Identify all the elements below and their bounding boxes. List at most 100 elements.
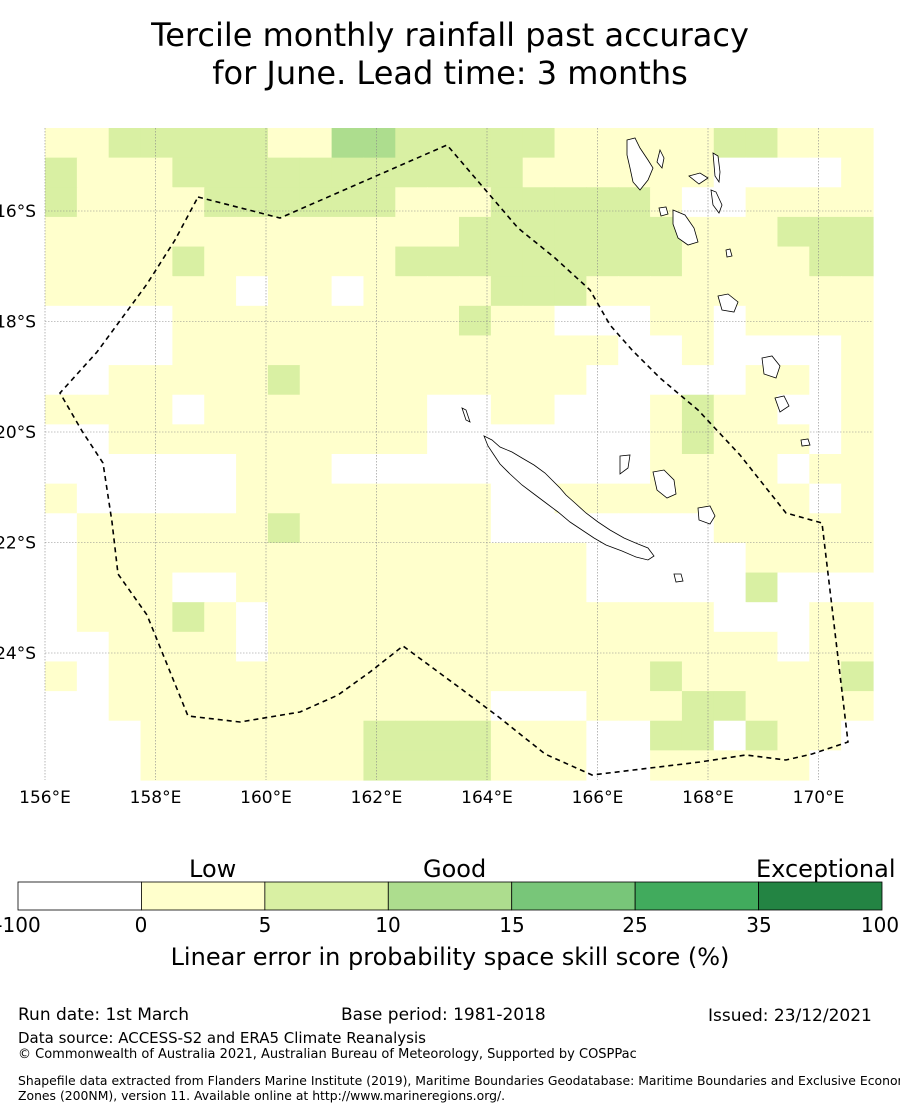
grid-cell (331, 276, 365, 307)
grid-cell (204, 276, 237, 307)
grid-cell (586, 335, 619, 366)
colorbar-swatch (264, 881, 389, 911)
grid-cell (236, 276, 269, 307)
grid-cell (172, 661, 205, 692)
grid-cell (681, 128, 715, 159)
grid-cell (777, 216, 810, 248)
grid-cell (108, 572, 142, 603)
grid-cell (459, 187, 492, 218)
grid-cell (172, 542, 205, 574)
grid-cell (681, 365, 715, 396)
grid-cell (841, 750, 874, 781)
colorbar-swatch (141, 881, 266, 911)
grid-cell (427, 335, 460, 366)
grid-cell (395, 631, 428, 663)
grid-cell (76, 572, 110, 603)
grid-cell (554, 216, 587, 248)
grid-cell (586, 157, 619, 188)
grid-cell (76, 276, 110, 307)
grid-cell (395, 513, 428, 544)
grid-cell (427, 483, 460, 514)
grid-cell (140, 483, 173, 514)
grid-cell (427, 720, 460, 751)
grid-cell (459, 542, 492, 574)
grid-cell (267, 542, 301, 574)
grid-cell (331, 187, 365, 218)
grid-cell (522, 187, 556, 218)
grid-cell (363, 691, 396, 722)
grid-cell (650, 720, 683, 751)
grid-cell (108, 602, 142, 633)
grid-cell (841, 424, 874, 455)
grid-cell (427, 246, 460, 277)
grid-cell (299, 187, 333, 218)
grid-cell (172, 365, 205, 396)
run-date: Run date: 1st March (18, 1005, 190, 1025)
grid-cell (236, 631, 269, 663)
grid-cell (841, 394, 874, 425)
grid-cell (363, 542, 396, 574)
grid-cell (204, 187, 237, 218)
grid-cell (427, 454, 460, 485)
grid-cell (459, 513, 492, 544)
grid-cell (45, 157, 78, 188)
grid-cell (745, 394, 779, 425)
grid-cell (108, 187, 142, 218)
grid-cell (522, 157, 556, 188)
grid-cell (395, 720, 428, 751)
grid-cell (236, 394, 269, 425)
grid-cell (172, 631, 205, 663)
grid-cell (108, 305, 142, 337)
grid-cell (172, 335, 205, 366)
grid-cell (395, 454, 428, 485)
grid-cell (841, 572, 874, 603)
grid-cell (777, 513, 810, 544)
colorbar-swatch (634, 881, 759, 911)
grid-cell (172, 394, 205, 425)
grid-cell (586, 305, 619, 337)
grid-cell (331, 750, 365, 781)
grid-cell (172, 157, 205, 188)
grid-cell (681, 542, 715, 574)
longitude-label: 156°E (19, 788, 71, 808)
grid-cell (140, 631, 173, 663)
colorbar-swatch (387, 881, 513, 911)
grid-cell (331, 513, 365, 544)
grid-cell (45, 631, 78, 663)
grid-cell (490, 305, 524, 337)
grid-cell (204, 394, 237, 425)
grid-cell (395, 424, 428, 455)
island-mare (697, 505, 716, 525)
grid-cell (522, 246, 556, 277)
grid-cell (267, 157, 301, 188)
grid-cell (331, 424, 365, 455)
grid-cell (331, 305, 365, 337)
grid-cell (490, 513, 524, 544)
grid-cell (267, 631, 301, 663)
grid-cell (299, 602, 333, 633)
grid-cell (363, 602, 396, 633)
grid-cell (681, 720, 715, 751)
grid-cell (140, 542, 173, 574)
grid-cell (267, 602, 301, 633)
grid-cell (809, 187, 842, 218)
grid-cell (681, 602, 715, 633)
map-title-line1: Tercile monthly rainfall past accuracy (151, 16, 749, 54)
base-period: Base period: 1981-2018 (341, 1005, 546, 1025)
grid-cell (681, 631, 715, 663)
grid-cell (522, 750, 556, 781)
grid-cell (427, 424, 460, 455)
grid-cell (809, 157, 842, 188)
grid-cell (236, 157, 269, 188)
grid-cell (618, 631, 651, 663)
grid-cell (204, 661, 237, 692)
grid-cell (554, 157, 587, 188)
grid-cell (267, 513, 301, 544)
grid-cell (490, 691, 524, 722)
grid-cell (618, 572, 651, 603)
grid-cell (777, 572, 810, 603)
grid-cell (427, 276, 460, 307)
grid-cell (459, 157, 492, 188)
grid-cell (395, 602, 428, 633)
grid-cell (236, 720, 269, 751)
